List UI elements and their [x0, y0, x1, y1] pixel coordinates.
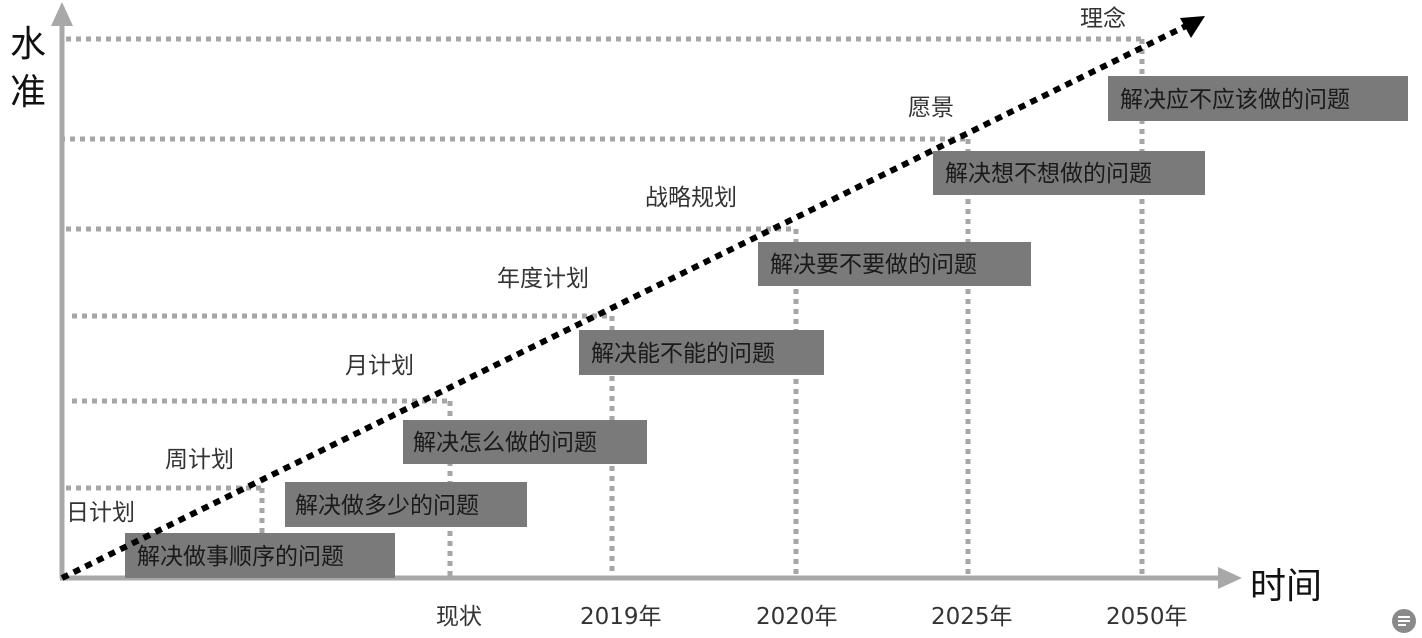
level-label: 周计划: [165, 447, 234, 473]
watermark-logo-icon: [1392, 609, 1416, 633]
time-label: 2019年: [580, 604, 662, 630]
problem-box-bg: [1108, 76, 1408, 121]
trend-arrow: [60, 16, 1205, 581]
axes: 水 准 时间: [10, 2, 1322, 607]
problem-box: 解决做事顺序的问题: [125, 533, 395, 578]
problem-box-bg: [579, 330, 824, 375]
time-labels: 现状 2019年 2020年 2025年 2050年: [436, 604, 1188, 630]
problem-box: 解决要不要做的问题: [758, 242, 1031, 286]
problem-box: 解决怎么做的问题: [403, 420, 647, 464]
problem-box-bg: [758, 242, 1031, 286]
y-axis-arrow: [51, 2, 73, 26]
y-axis-label-top: 水: [10, 24, 46, 65]
level-labels: 日计划 周计划 月计划 年度计划 战略规划 愿景 理念: [66, 6, 1126, 526]
problem-box: 解决做多少的问题: [285, 482, 527, 527]
x-axis-arrow: [1218, 567, 1242, 589]
level-label: 愿景: [908, 95, 954, 121]
problem-box-text: 解决想不想做的问题: [945, 161, 1152, 187]
time-label: 2020年: [756, 604, 838, 630]
problem-box-text: 解决做事顺序的问题: [137, 544, 344, 570]
problem-box: 解决想不想做的问题: [933, 151, 1205, 195]
level-label: 月计划: [345, 353, 414, 379]
problem-box-text: 解决要不要做的问题: [770, 252, 977, 278]
time-label: 现状: [436, 604, 482, 630]
level-label: 理念: [1080, 6, 1126, 32]
problem-box-bg: [285, 482, 527, 527]
problem-boxes: 解决做事顺序的问题 解决做多少的问题 解决怎么做的问题 解决能不能的问题 解决要…: [125, 76, 1408, 578]
problem-box-text: 解决做多少的问题: [295, 493, 479, 519]
level-label: 年度计划: [497, 266, 589, 292]
time-label: 2025年: [931, 604, 1013, 630]
y-axis-label-bottom: 准: [10, 72, 46, 113]
problem-box-text: 解决应不应该做的问题: [1120, 87, 1350, 113]
problem-box: 解决能不能的问题: [579, 330, 824, 375]
problem-box-bg: [933, 151, 1205, 195]
problem-box-text: 解决怎么做的问题: [413, 430, 597, 456]
problem-box-bg: [125, 533, 395, 578]
trend-arrowhead: [1180, 16, 1205, 38]
trend-line: [60, 23, 1188, 581]
level-guides: [60, 36, 1142, 491]
problem-box-bg: [403, 420, 647, 464]
problem-box-text: 解决能不能的问题: [591, 341, 775, 367]
problem-box: 解决应不应该做的问题: [1108, 76, 1408, 121]
time-label: 2050年: [1106, 604, 1188, 630]
level-label: 战略规划: [645, 185, 737, 211]
x-axis-label: 时间: [1250, 566, 1322, 607]
level-label: 日计划: [66, 500, 135, 526]
